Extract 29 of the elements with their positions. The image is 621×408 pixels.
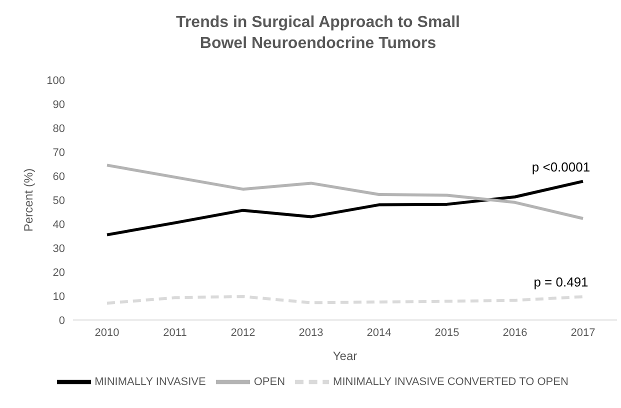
chart-title: Trends in Surgical Approach to Small Bowel Neuroendocrine Tumors bbox=[175, 13, 461, 54]
legend-label: OPEN bbox=[254, 376, 286, 388]
line-series bbox=[106, 294, 584, 305]
x-tick-label: 2012 bbox=[230, 326, 256, 339]
y-tick-label: 70 bbox=[52, 146, 65, 159]
x-tick-label: 2014 bbox=[366, 326, 392, 339]
y-tick-label: 40 bbox=[52, 218, 65, 231]
y-tick-label: 90 bbox=[52, 98, 65, 111]
x-tick-label: 2013 bbox=[298, 326, 324, 339]
y-tick-label: 30 bbox=[52, 242, 65, 255]
x-axis-title: Year bbox=[332, 349, 358, 363]
y-tick-label: 80 bbox=[52, 122, 65, 135]
y-tick-label: 0 bbox=[58, 314, 65, 327]
line-series bbox=[106, 180, 584, 236]
legend-label: MINIMALLY INVASIVE CONVERTED TO OPEN bbox=[333, 376, 568, 388]
annotation: p = 0.491 bbox=[534, 274, 588, 290]
y-tick-label: 60 bbox=[52, 170, 65, 183]
x-tick-label: 2010 bbox=[94, 326, 120, 339]
y-tick-label: 50 bbox=[52, 194, 65, 207]
x-tick-label: 2016 bbox=[502, 326, 528, 339]
annotation: p <0.0001 bbox=[532, 159, 590, 174]
legend-label: MINIMALLY INVASIVE bbox=[94, 376, 206, 388]
y-tick-label: 100 bbox=[46, 74, 65, 87]
y-axis-title: Percent (%) bbox=[21, 168, 36, 232]
x-tick-label: 2017 bbox=[570, 326, 596, 339]
y-tick-label: 20 bbox=[52, 266, 65, 279]
x-tick-label: 2011 bbox=[163, 326, 187, 339]
y-tick-label: 10 bbox=[52, 290, 65, 303]
x-tick-label: 2015 bbox=[434, 326, 460, 339]
